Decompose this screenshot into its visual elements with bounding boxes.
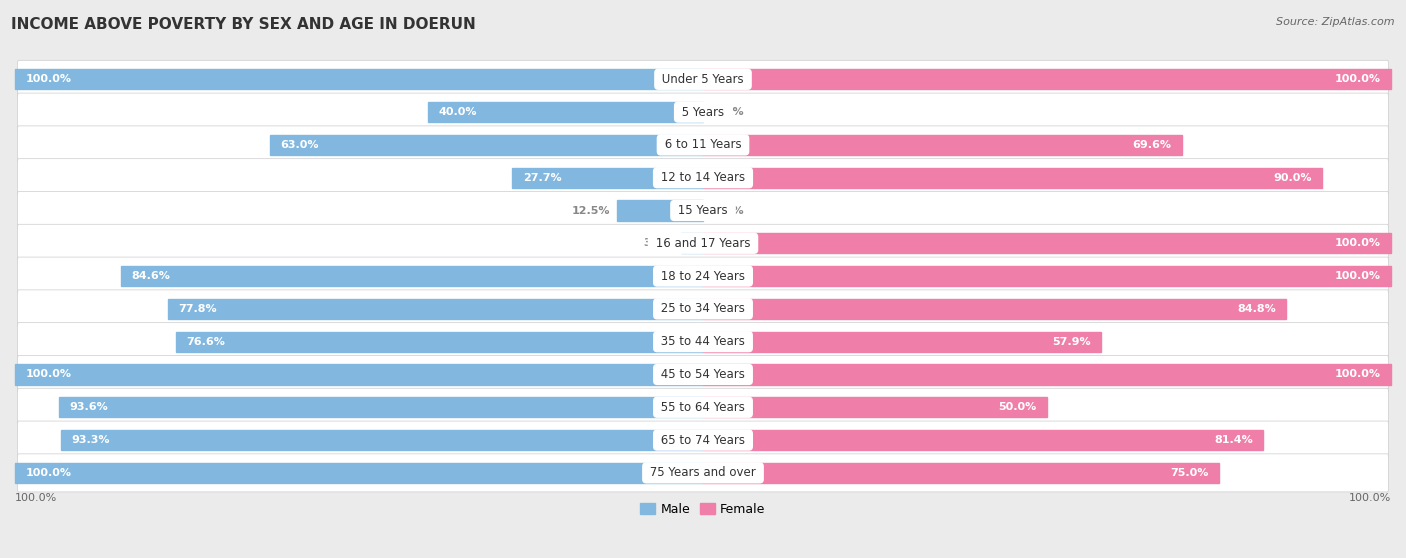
Text: 84.8%: 84.8%: [1237, 304, 1277, 314]
FancyBboxPatch shape: [17, 158, 1389, 197]
FancyBboxPatch shape: [17, 388, 1389, 426]
Text: Source: ZipAtlas.com: Source: ZipAtlas.com: [1277, 17, 1395, 27]
Text: 55 to 64 Years: 55 to 64 Years: [657, 401, 749, 414]
Text: 75.0%: 75.0%: [1170, 468, 1209, 478]
Bar: [703, 397, 1047, 417]
Text: 100.0%: 100.0%: [15, 493, 58, 503]
Text: 16 and 17 Years: 16 and 17 Years: [652, 237, 754, 250]
Text: 5 Years: 5 Years: [678, 105, 728, 119]
Text: 35 to 44 Years: 35 to 44 Years: [657, 335, 749, 348]
Text: 63.0%: 63.0%: [280, 140, 318, 150]
Text: 69.6%: 69.6%: [1132, 140, 1171, 150]
FancyBboxPatch shape: [17, 290, 1389, 328]
Text: 0.0%: 0.0%: [713, 205, 744, 215]
Text: 18 to 24 Years: 18 to 24 Years: [657, 270, 749, 282]
Text: 57.9%: 57.9%: [1053, 336, 1091, 347]
FancyBboxPatch shape: [17, 355, 1389, 393]
FancyBboxPatch shape: [17, 60, 1389, 98]
Bar: [703, 266, 1391, 286]
Text: 12.5%: 12.5%: [572, 205, 610, 215]
Text: 75 Years and over: 75 Years and over: [647, 466, 759, 479]
FancyBboxPatch shape: [17, 191, 1389, 229]
Bar: [60, 430, 703, 450]
FancyBboxPatch shape: [17, 421, 1389, 459]
Text: Under 5 Years: Under 5 Years: [658, 73, 748, 86]
Text: 100.0%: 100.0%: [1334, 369, 1381, 379]
Bar: [703, 430, 1263, 450]
Bar: [703, 364, 1391, 384]
Bar: [703, 69, 1391, 89]
Bar: [15, 364, 703, 384]
Text: 3.2%: 3.2%: [644, 238, 673, 248]
Text: 65 to 74 Years: 65 to 74 Years: [657, 434, 749, 446]
Bar: [617, 200, 703, 220]
Text: 76.6%: 76.6%: [187, 336, 225, 347]
Bar: [703, 233, 1391, 253]
Text: 12 to 14 Years: 12 to 14 Years: [657, 171, 749, 184]
Text: 100.0%: 100.0%: [25, 74, 72, 84]
Text: 100.0%: 100.0%: [1334, 271, 1381, 281]
Text: 15 Years: 15 Years: [675, 204, 731, 217]
FancyBboxPatch shape: [17, 126, 1389, 164]
Bar: [167, 299, 703, 319]
FancyBboxPatch shape: [17, 257, 1389, 295]
Text: 40.0%: 40.0%: [439, 107, 477, 117]
Bar: [176, 331, 703, 352]
Bar: [703, 463, 1219, 483]
Bar: [681, 233, 703, 253]
Text: 100.0%: 100.0%: [25, 369, 72, 379]
FancyBboxPatch shape: [17, 93, 1389, 131]
Text: 0.0%: 0.0%: [713, 107, 744, 117]
Bar: [15, 463, 703, 483]
Bar: [427, 102, 703, 122]
Text: 93.6%: 93.6%: [69, 402, 108, 412]
Text: 6 to 11 Years: 6 to 11 Years: [661, 138, 745, 151]
Text: 100.0%: 100.0%: [1334, 74, 1381, 84]
Text: 93.3%: 93.3%: [72, 435, 110, 445]
Text: 100.0%: 100.0%: [1348, 493, 1391, 503]
FancyBboxPatch shape: [17, 323, 1389, 360]
Bar: [512, 167, 703, 188]
Text: 45 to 54 Years: 45 to 54 Years: [657, 368, 749, 381]
Text: 100.0%: 100.0%: [25, 468, 72, 478]
Bar: [703, 331, 1101, 352]
FancyBboxPatch shape: [17, 224, 1389, 262]
FancyBboxPatch shape: [17, 454, 1389, 492]
Bar: [703, 167, 1322, 188]
Legend: Male, Female: Male, Female: [636, 498, 770, 521]
Text: 84.6%: 84.6%: [131, 271, 170, 281]
Text: 77.8%: 77.8%: [179, 304, 217, 314]
Text: 50.0%: 50.0%: [998, 402, 1036, 412]
Bar: [121, 266, 703, 286]
Text: INCOME ABOVE POVERTY BY SEX AND AGE IN DOERUN: INCOME ABOVE POVERTY BY SEX AND AGE IN D…: [11, 17, 477, 32]
Bar: [703, 299, 1286, 319]
Text: 25 to 34 Years: 25 to 34 Years: [657, 302, 749, 315]
Bar: [15, 69, 703, 89]
Text: 90.0%: 90.0%: [1274, 173, 1312, 182]
Text: 81.4%: 81.4%: [1213, 435, 1253, 445]
Text: 27.7%: 27.7%: [523, 173, 561, 182]
Bar: [59, 397, 703, 417]
Bar: [270, 134, 703, 155]
Text: 100.0%: 100.0%: [1334, 238, 1381, 248]
Bar: [703, 134, 1182, 155]
